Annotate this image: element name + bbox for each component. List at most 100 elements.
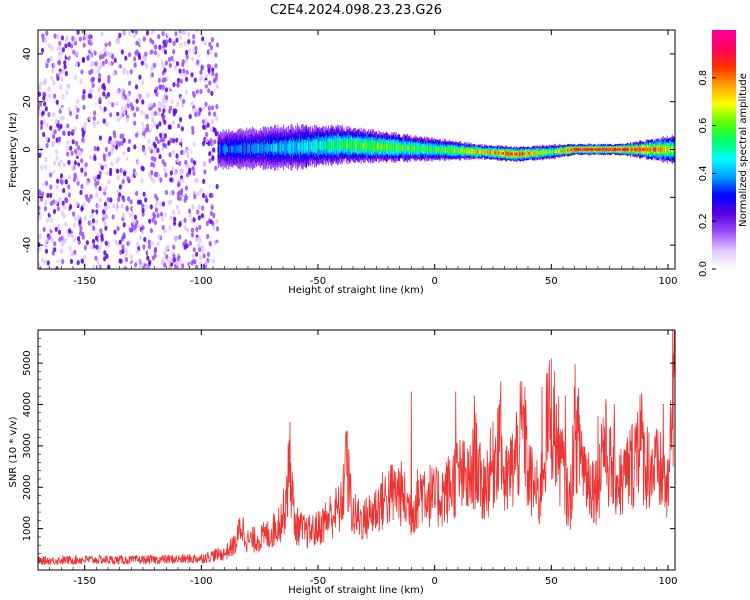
spectrogram-cell (247, 144, 249, 153)
spectrogram-noise-point (102, 113, 106, 119)
spectrogram-noise-point (44, 37, 48, 43)
spectrogram-noise-point (162, 63, 166, 69)
spectrogram-cell (470, 149, 472, 153)
spectrogram-cell (373, 142, 375, 150)
spectrogram-noise-point (129, 102, 133, 108)
spectrogram-noise-point (199, 261, 203, 267)
spectrogram-noise-point (44, 156, 48, 163)
spectrogram-noise-point (161, 137, 166, 143)
spectrogram-noise-point (241, 49, 244, 54)
spectrogram-noise-point (204, 194, 208, 200)
spectrogram-noise-point (135, 106, 139, 112)
spectrogram-cell (402, 145, 404, 151)
spectrogram-cell (309, 142, 311, 151)
spectrogram-noise-point (97, 174, 101, 180)
spectrogram-noise-point (175, 204, 179, 210)
spectrogram-noise-point (197, 204, 201, 210)
spectrogram-cell (380, 144, 382, 150)
spectrogram-noise-point (292, 108, 295, 113)
spectrogram-noise-point (95, 192, 99, 198)
spectrogram-cell (391, 144, 393, 151)
spectrogram-noise-point (67, 130, 71, 137)
spectrogram-noise-point (295, 40, 298, 45)
spectrogram-cell (399, 145, 401, 151)
spectrogram-cell (508, 152, 510, 156)
spectrogram-noise-point (81, 137, 85, 143)
spectrogram-noise-point (159, 201, 163, 207)
spectrogram-noise-point (55, 266, 59, 269)
spectrogram-noise-point (127, 92, 131, 98)
spectrogram-noise-point (161, 201, 166, 207)
spectrogram-noise-point (264, 83, 267, 87)
spectrogram-cell (456, 149, 458, 153)
spectrogram-noise-point (183, 72, 187, 78)
spectrogram-cell (341, 141, 343, 149)
spectrogram-noise-point (104, 240, 108, 246)
spectrogram-noise-point (109, 197, 113, 203)
spectrogram-noise-point (344, 30, 347, 35)
spectrogram-noise-point (102, 153, 106, 159)
spectrogram-noise-point (88, 34, 92, 40)
spectrogram-noise-point (115, 144, 119, 150)
spectrogram-cell (330, 141, 332, 150)
spectrogram-noise-point (199, 188, 203, 194)
spectrogram-cell (428, 147, 430, 152)
spectrogram-cell (537, 151, 539, 155)
spectrogram-noise-point (155, 86, 159, 92)
spectrogram-noise-point (47, 43, 51, 49)
spectrogram-cell (504, 151, 506, 155)
spectrogram-noise-point (127, 146, 131, 153)
spectrogram-noise-point (204, 101, 208, 107)
spectrogram-noise-point (192, 64, 197, 70)
spectrogram-cell (495, 151, 497, 155)
spectrogram-noise-point (186, 227, 190, 233)
spectrogram-cell (533, 151, 535, 155)
spectrogram-cell (505, 152, 507, 156)
spectrogram-noise-point (331, 68, 334, 73)
spectrogram-cell (518, 152, 520, 156)
spectrogram-noise-point (135, 98, 139, 104)
spectrogram-noise-point (328, 93, 331, 98)
spectrogram-cell (422, 146, 424, 152)
spectrogram-noise-point (158, 121, 162, 127)
spectrogram-noise-point (49, 184, 53, 190)
spectrogram-cell (473, 149, 475, 154)
spectrogram-noise-point (58, 108, 62, 114)
spectrogram-cell (265, 144, 267, 152)
spectrogram-noise-point (124, 104, 128, 110)
spectrogram-noise-point (174, 31, 178, 37)
spectrogram-noise-point (52, 80, 56, 86)
spectrogram-cell (484, 150, 486, 154)
spectrogram-noise-point (330, 208, 333, 213)
spectrogram-noise-point (102, 209, 106, 215)
spectrogram-noise-point (284, 118, 287, 123)
spectrogram-cell (542, 150, 544, 155)
spectrogram-noise-point (180, 178, 184, 184)
spectrogram-cell (238, 144, 240, 154)
spectrogram-noise-point (213, 111, 217, 117)
spectrogram-cell (416, 145, 418, 152)
spectrogram-noise-point (356, 224, 360, 229)
spectrogram-cell (510, 152, 512, 156)
spectrogram-cell (306, 142, 308, 151)
spectrogram-noise-point (118, 192, 122, 198)
spectrogram-cell (410, 146, 412, 151)
spectrogram-noise-point (80, 184, 84, 190)
spectrogram-noise-point (195, 226, 199, 232)
spectrogram-cell (349, 141, 351, 149)
spectrogram-noise-point (104, 94, 108, 100)
spectrogram-noise-point (184, 239, 188, 245)
spectrogram-cell (425, 146, 427, 152)
spectrogram-noise-point (164, 60, 168, 66)
spectrogram-noise-point (100, 31, 104, 37)
spectrogram-noise-point (191, 187, 195, 194)
spectrogram-cell (220, 146, 222, 153)
spectrogram-noise-point (115, 206, 119, 212)
spectrogram-noise-point (244, 251, 247, 255)
spectrogram-noise-point (38, 152, 42, 158)
spectrogram-noise-point (56, 122, 60, 128)
spectrogram-cell (396, 144, 398, 151)
spectrogram-cell (449, 148, 451, 153)
spectrogram-noise-point (52, 133, 56, 140)
spectrogram-noise-point (139, 123, 143, 129)
